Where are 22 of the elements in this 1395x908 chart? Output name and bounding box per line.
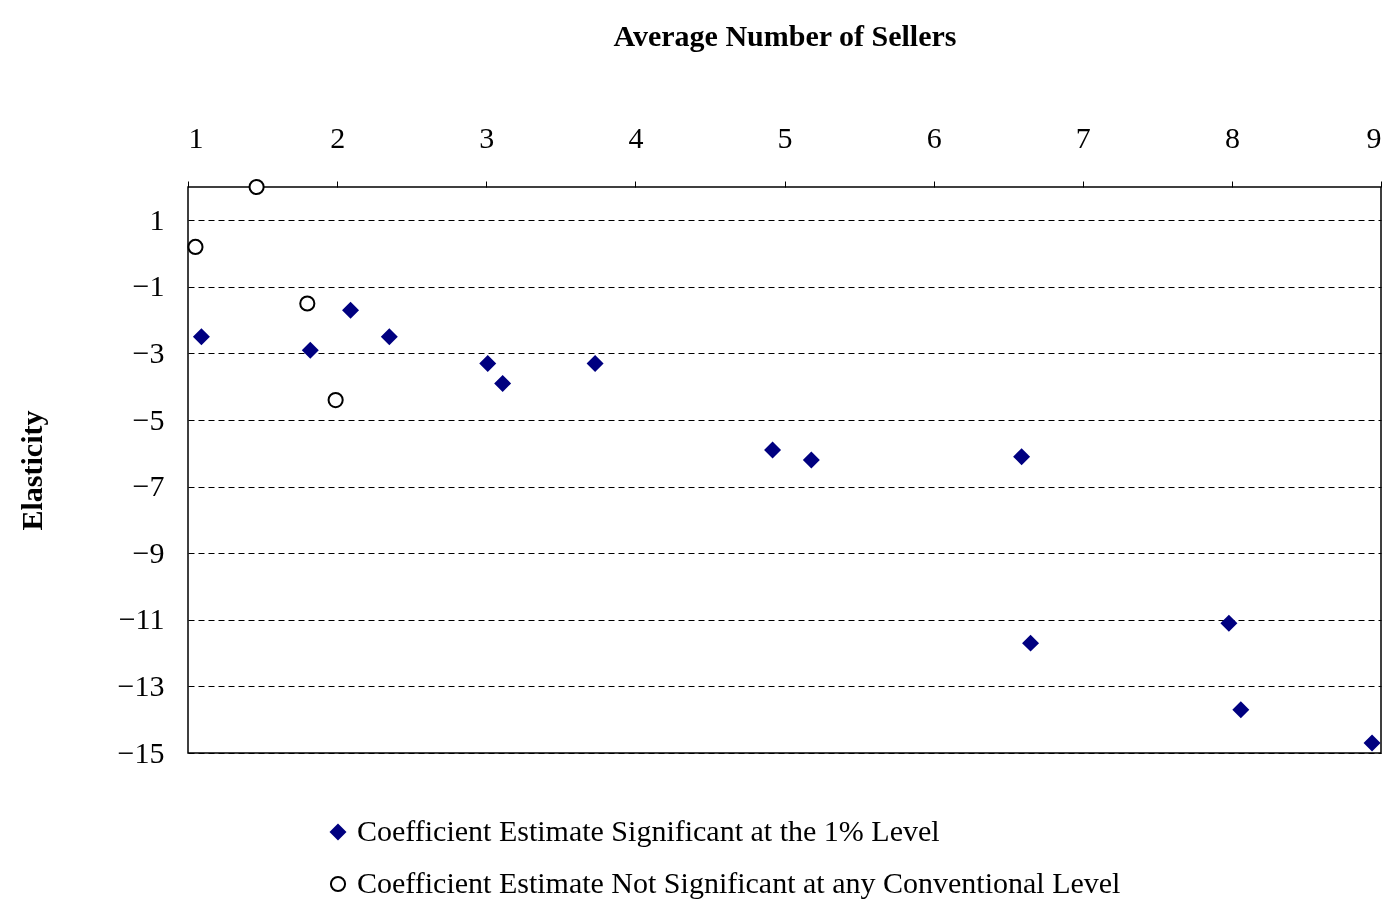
- y-tick-label: −1: [132, 269, 165, 303]
- y-axis-title: Elasticity: [14, 410, 48, 531]
- y-tick-label: −15: [117, 735, 165, 769]
- y-tick-label: −7: [132, 469, 165, 503]
- x-tick-label: 9: [1366, 120, 1382, 154]
- x-axis-title: Average Number of Sellers: [613, 18, 957, 52]
- x-tick-label: 6: [926, 120, 942, 154]
- legend-label: Coefficient Estimate Not Significant at any Conventional Level: [357, 866, 1121, 899]
- y-tick-label: −3: [132, 335, 165, 369]
- x-tick-label: 4: [628, 120, 644, 154]
- y-tick-label: −5: [132, 402, 165, 436]
- x-tick-label: 1: [188, 120, 204, 154]
- y-tick-label: 1: [149, 202, 165, 236]
- x-tick-label: 5: [777, 120, 793, 154]
- x-tick-label: 3: [479, 120, 495, 154]
- legend-label: Coefficient Estimate Significant at the 1% Level: [357, 814, 940, 847]
- x-tick-label: 2: [330, 120, 346, 154]
- x-tick-label: 8: [1224, 120, 1240, 154]
- y-tick-label: −11: [118, 602, 165, 636]
- y-tick-label: −9: [132, 535, 165, 569]
- y-tick-label: −13: [117, 668, 165, 702]
- x-tick-label: 7: [1075, 120, 1091, 154]
